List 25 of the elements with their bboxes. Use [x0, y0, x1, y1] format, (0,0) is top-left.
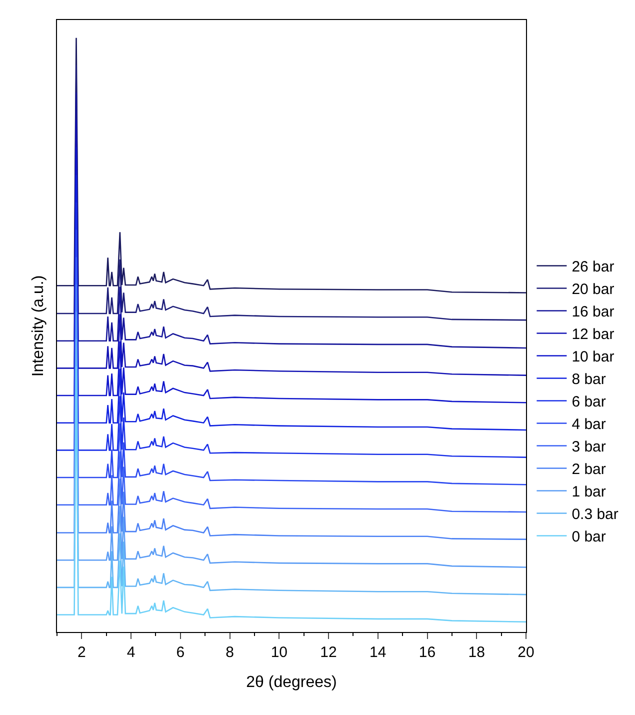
legend-label: 0.3 bar	[572, 506, 618, 524]
legend-label: 8 bar	[572, 371, 606, 388]
x-tick-label: 20	[518, 644, 534, 662]
legend-label: 3 bar	[572, 438, 606, 456]
x-tick-label: 14	[370, 644, 386, 662]
legend-label: 2 bar	[572, 461, 606, 478]
x-tick-label: 6	[176, 644, 185, 662]
x-axis-title: 2θ (degrees)	[246, 674, 337, 691]
legend-label: 26 bar	[572, 258, 614, 276]
y-axis-title: Intensity (a.u.)	[30, 275, 47, 377]
x-tick-label: 2	[78, 644, 86, 662]
legend-label: 16 bar	[572, 304, 614, 321]
x-tick-label: 12	[320, 644, 337, 662]
legend-label: 12 bar	[572, 326, 614, 344]
legend-label: 4 bar	[572, 416, 606, 434]
x-tick-label: 4	[126, 644, 136, 662]
legend-label: 20 bar	[572, 281, 614, 298]
x-tick-label: 8	[226, 644, 234, 662]
x-tick-label: 18	[468, 644, 485, 662]
legend-label: 1 bar	[572, 484, 606, 501]
legend-label: 10 bar	[572, 348, 614, 366]
legend-label: 0 bar	[572, 528, 606, 546]
x-tick-label: 10	[270, 644, 288, 662]
legend-label: 6 bar	[572, 394, 606, 411]
x-tick-label: 16	[418, 644, 436, 662]
